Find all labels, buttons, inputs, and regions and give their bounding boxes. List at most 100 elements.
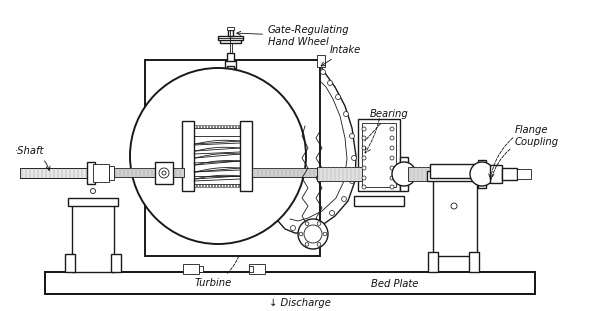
- Bar: [354, 196, 404, 206]
- Bar: [249, 264, 265, 274]
- Bar: [230, 125, 232, 128]
- Circle shape: [349, 133, 355, 138]
- Bar: [233, 184, 235, 187]
- Text: Bed Plate: Bed Plate: [371, 279, 419, 289]
- Circle shape: [352, 156, 356, 160]
- Bar: [240, 121, 252, 191]
- Circle shape: [299, 232, 303, 236]
- Bar: [218, 125, 220, 128]
- Circle shape: [290, 225, 296, 230]
- Bar: [239, 125, 241, 128]
- Bar: [478, 160, 486, 188]
- Circle shape: [304, 225, 322, 243]
- Circle shape: [162, 171, 166, 175]
- Bar: [430, 164, 478, 178]
- Bar: [317, 167, 362, 181]
- Bar: [252, 168, 317, 177]
- Bar: [206, 125, 208, 128]
- Bar: [362, 123, 396, 187]
- Circle shape: [362, 166, 366, 170]
- Bar: [490, 165, 502, 183]
- Bar: [212, 125, 214, 128]
- Bar: [227, 66, 234, 74]
- Bar: [230, 184, 232, 187]
- Text: Turbine: Turbine: [195, 256, 239, 288]
- Bar: [65, 254, 75, 272]
- Bar: [408, 167, 436, 181]
- Bar: [200, 184, 202, 187]
- Circle shape: [320, 69, 325, 75]
- Bar: [114, 168, 184, 177]
- Bar: [224, 184, 226, 187]
- Text: Intake: Intake: [321, 45, 361, 66]
- Bar: [218, 36, 243, 40]
- Bar: [209, 184, 211, 187]
- Circle shape: [298, 219, 328, 249]
- Bar: [215, 184, 217, 187]
- Bar: [218, 184, 220, 187]
- Bar: [358, 119, 400, 191]
- Circle shape: [317, 243, 321, 246]
- Bar: [239, 184, 241, 187]
- Circle shape: [390, 146, 394, 150]
- Circle shape: [328, 81, 332, 86]
- Bar: [227, 184, 229, 187]
- Circle shape: [392, 162, 416, 186]
- Circle shape: [362, 127, 366, 131]
- Circle shape: [130, 68, 306, 244]
- Bar: [199, 266, 203, 272]
- Circle shape: [317, 220, 322, 225]
- Circle shape: [362, 156, 366, 160]
- Bar: [469, 252, 479, 272]
- Circle shape: [159, 168, 169, 178]
- Circle shape: [91, 188, 95, 193]
- Circle shape: [390, 185, 394, 189]
- Bar: [236, 184, 238, 187]
- Circle shape: [90, 170, 96, 176]
- Bar: [400, 169, 520, 178]
- Bar: [206, 184, 208, 187]
- Circle shape: [390, 166, 394, 170]
- Bar: [87, 162, 95, 184]
- Bar: [215, 125, 217, 128]
- Circle shape: [317, 222, 321, 225]
- Bar: [236, 125, 238, 128]
- Circle shape: [329, 211, 335, 216]
- Bar: [227, 125, 229, 128]
- Bar: [109, 166, 114, 180]
- Bar: [228, 75, 233, 82]
- Bar: [502, 168, 517, 180]
- Circle shape: [390, 127, 394, 131]
- Bar: [317, 55, 325, 67]
- Circle shape: [349, 179, 355, 183]
- Bar: [517, 169, 531, 179]
- Bar: [227, 27, 234, 30]
- Circle shape: [341, 197, 347, 202]
- Circle shape: [302, 225, 308, 230]
- Bar: [228, 30, 233, 36]
- Bar: [197, 184, 199, 187]
- Circle shape: [362, 176, 366, 180]
- Text: ·Shaft: ·Shaft: [15, 146, 50, 170]
- Circle shape: [451, 203, 457, 209]
- Bar: [200, 125, 202, 128]
- Bar: [233, 125, 235, 128]
- Bar: [249, 266, 253, 272]
- Bar: [197, 125, 199, 128]
- Bar: [93, 164, 109, 182]
- Circle shape: [470, 162, 494, 186]
- Bar: [224, 72, 237, 77]
- Circle shape: [343, 112, 349, 117]
- Bar: [155, 162, 173, 184]
- Circle shape: [305, 222, 309, 225]
- Bar: [193, 176, 243, 184]
- Circle shape: [362, 136, 366, 140]
- Bar: [433, 178, 477, 256]
- Bar: [212, 184, 214, 187]
- Bar: [194, 125, 196, 128]
- Bar: [221, 184, 223, 187]
- Bar: [45, 272, 535, 294]
- Bar: [194, 184, 196, 187]
- Bar: [111, 254, 121, 272]
- Bar: [182, 121, 194, 191]
